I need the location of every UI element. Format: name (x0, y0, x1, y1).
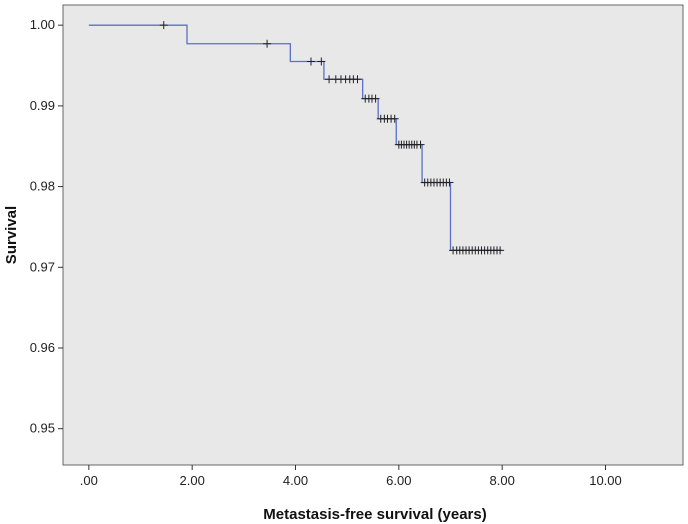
x-axis-title: Metastasis-free survival (years) (263, 506, 486, 523)
censor-mark (445, 178, 454, 187)
x-tick-label: 10.00 (589, 473, 622, 488)
y-tick-label: 1.00 (30, 17, 55, 32)
y-tick-label: 0.95 (30, 421, 55, 436)
censor-mark (159, 21, 168, 30)
y-tick-label: 0.97 (30, 259, 55, 274)
plot-area (62, 4, 684, 466)
x-tick-label: 6.00 (386, 473, 411, 488)
x-tick-label: 8.00 (490, 473, 515, 488)
censor-mark (416, 140, 425, 149)
y-tick-label: 0.96 (30, 340, 55, 355)
x-tick-label: .00 (80, 473, 98, 488)
censor-mark (371, 94, 380, 103)
x-tick-label: 2.00 (180, 473, 205, 488)
censor-mark (496, 246, 505, 255)
x-tick-label: 4.00 (283, 473, 308, 488)
censor-mark (307, 57, 315, 66)
censor-mark (390, 114, 399, 123)
y-axis: 1.00 0.99 0.98 0.97 0.96 0.95 (30, 17, 63, 436)
y-tick-label: 0.99 (30, 98, 55, 113)
censor-mark (317, 57, 326, 66)
x-axis: .00 2.00 4.00 6.00 8.00 10.00 (80, 465, 622, 488)
censor-marks (159, 21, 505, 255)
censor-mark (325, 75, 334, 84)
y-tick-label: 0.98 (30, 179, 55, 194)
y-axis-title: Survival (3, 206, 20, 264)
censor-mark (263, 39, 272, 48)
censor-mark (353, 75, 362, 84)
